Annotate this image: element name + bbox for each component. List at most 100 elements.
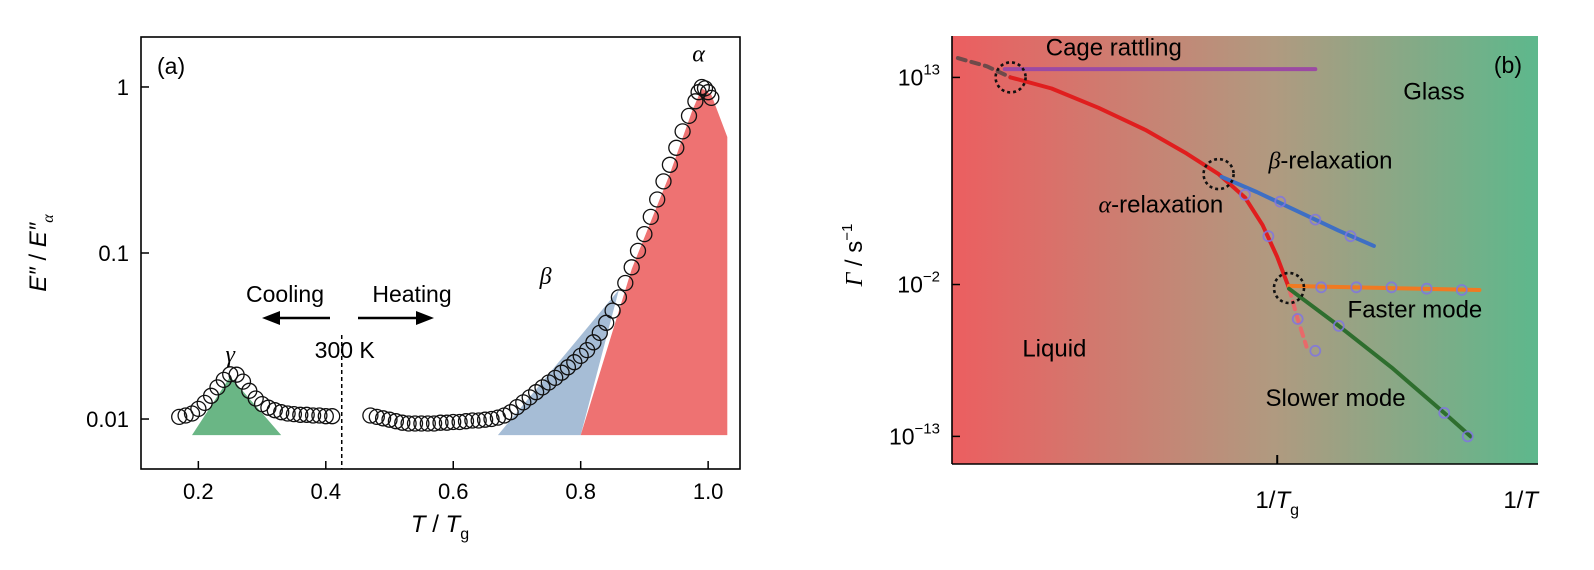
data-point	[1291, 313, 1304, 325]
data-point	[636, 225, 653, 243]
data-point	[687, 93, 704, 110]
data-point	[1274, 195, 1287, 208]
cooling-arrow	[262, 311, 330, 325]
data-point	[649, 191, 666, 208]
axis-ticks-a: 0.2 0.4 0.6 0.8 1.0 0.01 0.1 1	[86, 75, 723, 504]
y-tick-label: 1	[117, 75, 129, 100]
data-point	[451, 413, 468, 431]
y-tick-label: 10−13	[889, 420, 940, 449]
beta-peak-label: β	[539, 264, 552, 290]
data-point	[585, 334, 602, 351]
data-point	[566, 354, 583, 371]
heating-label: Heating	[372, 281, 451, 307]
x-tick-label: 0.8	[565, 479, 596, 504]
crossover-circles	[994, 61, 1306, 305]
data-point	[661, 156, 679, 173]
data-point	[703, 89, 720, 107]
data-point	[470, 412, 487, 429]
data-points	[171, 78, 720, 432]
y-axis-label-a: E″ / E″α	[25, 214, 57, 292]
data-point	[362, 407, 379, 424]
x-tick-label: 1.0	[693, 479, 724, 504]
data-point	[413, 415, 430, 432]
data-point	[1461, 430, 1474, 443]
data-point	[381, 411, 398, 428]
data-point	[559, 359, 577, 376]
data-point	[629, 242, 647, 260]
data-point	[1309, 213, 1322, 226]
data-point	[623, 259, 640, 276]
data-point	[190, 400, 207, 418]
data-point	[247, 390, 264, 407]
panel-label-b: (b)	[1494, 52, 1522, 78]
data-point	[368, 408, 385, 426]
data-point	[273, 404, 290, 421]
cage-rattling-label: Cage rattling	[1046, 34, 1182, 61]
crossover-circle	[1272, 271, 1306, 305]
data-point	[171, 408, 188, 426]
data-point	[317, 408, 334, 425]
data-point	[202, 387, 220, 404]
x-axis-label-b: 1/T	[1503, 487, 1540, 514]
data-point	[515, 394, 532, 411]
series-line-slower	[1287, 286, 1473, 439]
data-point	[1385, 281, 1398, 294]
data-point	[502, 404, 519, 421]
data-point	[1239, 188, 1251, 201]
alpha-peak-label: α	[692, 42, 705, 68]
data-point	[234, 373, 252, 390]
faster-mode-label: Faster mode	[1348, 297, 1483, 324]
data-point	[406, 415, 424, 432]
x-tick-label: 0.2	[183, 479, 214, 504]
data-point	[668, 139, 685, 156]
data-point	[572, 347, 589, 365]
data-point	[696, 80, 714, 97]
data-point	[304, 407, 322, 424]
data-point	[222, 366, 239, 383]
data-point	[374, 410, 392, 427]
regime-background	[952, 36, 1538, 464]
data-point	[1315, 281, 1328, 294]
data-point	[464, 412, 481, 429]
data-point	[1455, 284, 1468, 296]
data-point	[177, 407, 194, 424]
data-point	[642, 208, 659, 226]
y-tick-label: 0.01	[86, 407, 129, 432]
data-point	[1332, 319, 1345, 332]
data-point	[674, 123, 691, 140]
crossover-circle	[994, 61, 1027, 94]
peak-fill-alpha	[580, 88, 728, 436]
peak-fill-beta	[497, 289, 619, 436]
gamma-peak-label: γ	[225, 342, 235, 368]
data-point	[266, 402, 283, 419]
y-tick-label: 1013	[898, 61, 940, 90]
data-point	[311, 407, 328, 424]
data-point	[476, 411, 494, 428]
data-point	[1420, 282, 1433, 295]
data-point	[617, 274, 634, 292]
series-line-cage-extrapolation	[955, 56, 1013, 80]
x-tick-label: 0.4	[311, 479, 342, 504]
series-line-beta	[1219, 174, 1376, 248]
data-point	[655, 173, 672, 190]
x-tick-label: 0.6	[438, 479, 469, 504]
peak-fills	[192, 88, 728, 436]
data-point	[324, 408, 341, 425]
heating-arrow	[358, 311, 434, 325]
data-point	[534, 379, 551, 396]
liquid-label: Liquid	[1022, 335, 1086, 362]
data-point	[285, 405, 303, 423]
y-tick-label: 10−2	[897, 269, 940, 298]
panel-a: 0.2 0.4 0.6 0.8 1.0 0.01 0.1 1 (a) Cooling Heat…	[25, 36, 741, 543]
data-point	[521, 389, 538, 406]
data-point	[1262, 230, 1275, 243]
y-axis-label-b: Γ / s−1	[839, 224, 868, 288]
relaxation-points	[1239, 188, 1474, 443]
data-point	[298, 406, 315, 423]
glass-label: Glass	[1403, 79, 1464, 106]
alpha-relaxation-label: α-relaxation	[1099, 192, 1224, 219]
data-point	[483, 410, 500, 428]
panel-b: 1013 10−2 10−13 (b) Cage rattling Glass Li…	[839, 34, 1540, 519]
data-point	[438, 414, 456, 431]
data-point	[457, 413, 475, 430]
